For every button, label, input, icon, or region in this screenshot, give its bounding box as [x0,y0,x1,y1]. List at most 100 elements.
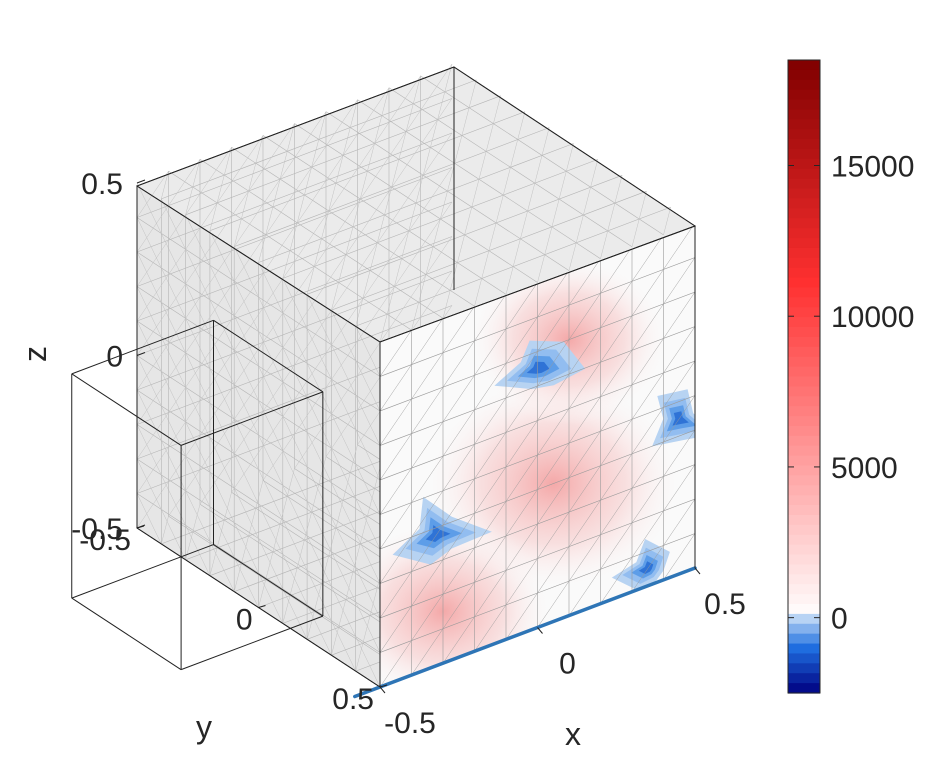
front-mesh-diag [568,429,695,616]
z-tick-mark [136,179,146,184]
colorbar-tick-label: 15000 [831,151,914,184]
colorbar-step [788,297,820,308]
front-mesh-diag [380,282,538,515]
mesh-diag [379,63,453,343]
inner-box-wireframe [71,319,324,671]
mesh-diag [663,207,671,235]
mesh-diag [282,111,327,279]
front-mesh-diag [380,306,475,446]
z-tick-label: 0 [106,341,123,374]
inner-box-edge [71,319,214,375]
mesh-diag [136,159,201,253]
mesh-diag [600,175,623,259]
negative-hotspot [425,525,451,542]
colorbar-step [788,534,820,546]
colorbar-step [788,455,820,467]
mesh-diag [282,456,327,624]
inner-box-edge [213,319,324,393]
front-mesh-diag [505,360,695,640]
mesh-diag [355,325,381,377]
colorbar-step [788,663,820,674]
mesh-diag [185,504,201,560]
x-tick-label: -0.5 [384,707,436,740]
y-tick-label: -0.5 [79,524,131,557]
z-tick-label: 0.5 [81,168,123,201]
x-axis-label: x [565,716,581,752]
colorbar-step [788,327,820,338]
colorbar-step [788,238,820,249]
colorbar-step [788,514,820,526]
negative-hotspot [638,561,654,574]
colorbar-step [788,149,820,160]
colorbar-step [788,416,820,427]
front-mesh-diag [380,329,412,377]
colorbar-step [788,396,820,407]
colorbar-step [788,99,820,111]
mesh-diag [136,286,308,640]
colorbar-step [788,89,820,101]
mesh-diag [331,432,390,656]
front-mesh-diag [663,533,695,581]
colorbar-step [788,307,820,318]
mesh-diag [199,132,453,505]
negative-hotspot [672,411,689,426]
front-mesh-diag [442,291,695,664]
colorbar-step [788,633,820,645]
colorbar-step [788,653,820,664]
mesh-diag [209,492,232,576]
x-tick-mark [694,567,701,575]
mesh-diag [505,127,550,295]
colorbar-tick-label: 0 [831,603,848,636]
colorbar-step [788,564,820,575]
mesh-diag [136,493,162,545]
inner-box-edge [213,544,324,617]
colorbar-step [788,346,820,358]
colorbar-step [788,495,820,506]
colorbar-step [788,544,820,556]
mesh-diag [262,201,453,481]
colorbar-step [788,277,820,289]
mesh-diag [294,236,453,469]
front-mesh-diag [537,395,695,628]
mesh-diag [442,95,501,319]
front-mesh-diag [411,257,695,676]
colorbar-step [788,109,820,120]
colorbar-step [788,336,820,348]
colorbar-step [788,188,820,200]
front-mesh-diag [631,498,695,592]
colorbar-step [788,435,820,447]
mesh-diag [306,444,358,640]
colorbar-step [788,287,820,298]
colorbar-step [788,465,820,477]
mesh-diag [136,87,390,460]
mesh-diag [136,63,453,529]
x-tick-label: 0.5 [704,588,746,621]
colorbar-step [788,178,820,190]
mesh-diag [258,468,295,608]
mesh-diag [568,159,599,271]
colorbar-step [788,366,820,378]
mesh-diag [258,123,295,263]
front-face-mesh [380,226,695,687]
x-tick-mark [537,627,543,634]
colorbar-step [788,445,820,457]
colorbar-step [788,317,820,328]
mesh-diag [282,278,381,481]
colorbar-tick-label: 10000 [831,301,914,334]
front-mesh-diag [380,258,601,584]
y-axis-label: y [196,709,212,745]
colorbar: 0 5000 10000 15000 [787,59,914,694]
edge-top-back [453,66,696,227]
colorbar-frame [787,59,821,694]
inner-box-edge [71,544,214,599]
y-tick-label: 0 [236,604,253,637]
y-tick-mark [136,525,145,529]
colorbar-step [788,168,820,180]
mesh-diag [136,99,358,425]
mesh-diag [161,171,169,199]
mesh-diag [136,170,169,218]
colorbar-step [788,267,820,279]
colorbar-step [788,425,820,437]
edge-top-left [136,66,455,187]
